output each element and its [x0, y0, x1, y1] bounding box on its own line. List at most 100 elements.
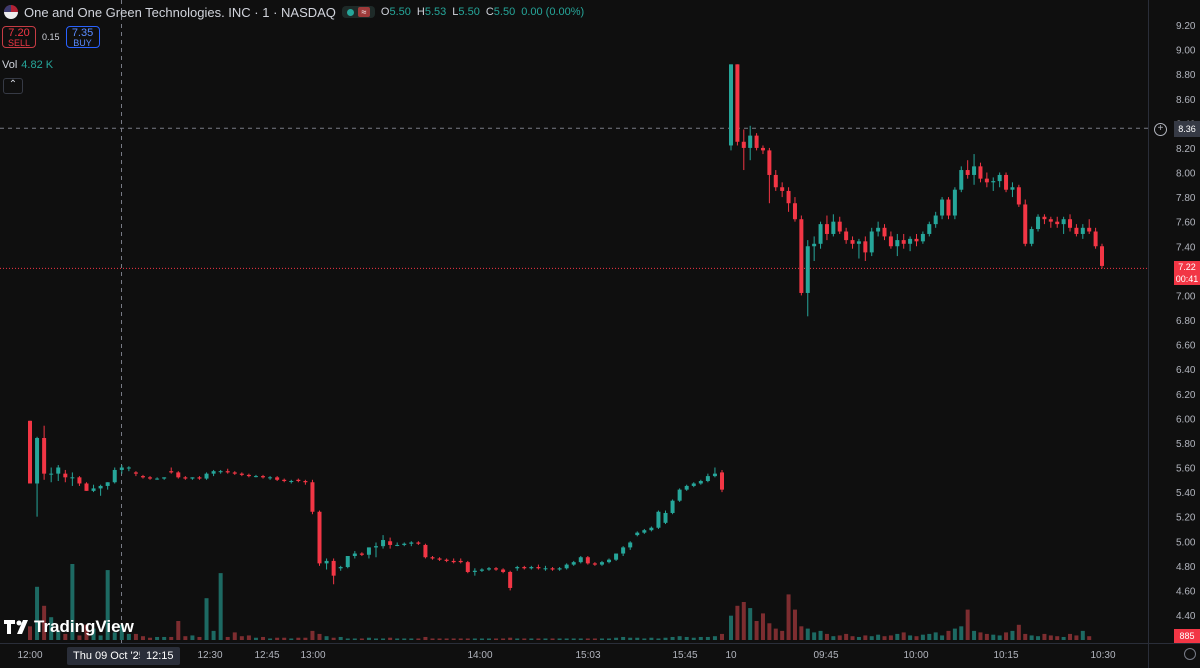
volume-bar: [927, 633, 932, 640]
volume-value: 4.82 K: [21, 59, 54, 71]
volume-bar: [684, 636, 689, 640]
candle-body: [501, 569, 506, 572]
volume-bar: [1061, 636, 1066, 640]
volume-bar: [84, 624, 89, 640]
volume-bar: [741, 602, 746, 640]
volume-bar: [148, 637, 153, 640]
candle-body: [649, 527, 654, 531]
volume-bar: [261, 636, 266, 640]
volume-bar: [824, 633, 829, 640]
volume-bar: [140, 636, 145, 640]
candle-body: [628, 542, 633, 548]
trade-panel: 7.20 SELL 0.15 7.35 BUY: [2, 26, 100, 48]
last-price-badge: 7.22 00:41: [1174, 261, 1200, 285]
candle-body: [876, 227, 881, 232]
candle-body: [169, 471, 174, 473]
volume-bar: [850, 636, 855, 640]
volume-bar: [720, 633, 724, 640]
ohlc-item: C5.50: [485, 6, 516, 18]
candle-body: [1016, 187, 1021, 205]
volume-bar: [656, 638, 661, 640]
y-tick-label: 8.80: [1176, 70, 1196, 81]
y-tick-label: 4.80: [1176, 562, 1196, 573]
candle-body: [211, 471, 216, 474]
candle-body: [741, 141, 746, 148]
candle-body: [564, 564, 569, 569]
candle-body: [529, 567, 534, 569]
volume-bar: [388, 637, 393, 640]
candle-body: [176, 472, 181, 478]
candle-body: [395, 544, 400, 546]
candle-body: [946, 199, 951, 216]
tradingview-mark-icon: [4, 620, 28, 634]
volume-bar: [28, 626, 32, 640]
volume-bar: [959, 626, 964, 640]
ohlc-item: L5.50: [452, 6, 480, 18]
y-tick-label: 5.60: [1176, 464, 1196, 475]
buy-button[interactable]: 7.35 BUY: [65, 26, 100, 48]
volume-bar: [162, 636, 167, 640]
sell-button[interactable]: 7.20 SELL: [2, 26, 36, 48]
candle-body: [882, 227, 887, 237]
y-tick-label: 9.20: [1176, 21, 1196, 32]
volume-bar: [479, 638, 484, 640]
volume-bar: [444, 638, 449, 640]
volume-bar: [856, 636, 861, 640]
volume-bar: [494, 638, 499, 640]
candle-body: [1048, 219, 1053, 222]
settings-gear-icon[interactable]: [1184, 648, 1196, 660]
candle-body: [77, 477, 82, 484]
volume-bar: [112, 632, 117, 640]
tradingview-logo[interactable]: TradingView: [4, 617, 134, 637]
candle-body: [818, 224, 823, 244]
collapse-legend-button[interactable]: ⌃: [3, 78, 23, 94]
x-tick-label: 10:00: [903, 650, 928, 661]
volume-bar: [663, 637, 668, 640]
candle-body: [423, 544, 428, 558]
y-tick-label: 6.60: [1176, 341, 1196, 352]
volume-bar: [515, 638, 520, 640]
candle-body: [239, 473, 244, 475]
volume-bar: [1068, 633, 1073, 640]
candle-body: [402, 543, 407, 545]
volume-bar: [729, 615, 733, 640]
volume-bar: [239, 636, 244, 640]
symbol-title[interactable]: One and One Green Technologies. INC · 1 …: [24, 4, 336, 20]
candle-body: [352, 553, 357, 556]
candle-body: [1087, 227, 1092, 232]
volume-bar: [246, 635, 251, 640]
ohlc-values: O5.50 H5.53 L5.50 C5.50 0.00 (0.00%): [381, 6, 584, 18]
chart-header: One and One Green Technologies. INC · 1 …: [0, 0, 584, 24]
candle-body: [735, 64, 740, 142]
volume-bar: [268, 638, 273, 640]
volume-bar: [345, 638, 350, 640]
candle-body: [536, 567, 541, 569]
candle-body: [991, 181, 996, 183]
candle-body: [1010, 187, 1015, 190]
market-status-badge[interactable]: ≈: [341, 6, 375, 18]
volume-bar: [792, 609, 797, 640]
candle-body: [684, 485, 689, 490]
volume-bar: [571, 638, 576, 640]
crosshair-date-label: Thu 09 Oct '25: [67, 647, 151, 665]
ohlc-item: O5.50: [380, 6, 411, 18]
volume-bar: [381, 638, 386, 640]
buy-price: 7.35: [71, 27, 94, 39]
candle-body: [133, 472, 138, 474]
y-tick-label: 7.40: [1176, 242, 1196, 253]
volume-bar: [888, 635, 893, 640]
candle-body: [232, 472, 237, 474]
volume-bar: [197, 636, 202, 640]
volume-bar: [105, 570, 110, 640]
volume-bar: [402, 638, 407, 640]
candle-body: [63, 473, 68, 478]
volume-bar: [965, 609, 970, 640]
volume-bar: [458, 638, 463, 640]
candle-body: [720, 472, 724, 490]
candle-body: [642, 530, 647, 533]
add-alert-icon[interactable]: +: [1154, 123, 1167, 136]
volume-bar: [70, 564, 75, 640]
candle-body: [282, 479, 287, 482]
volume-bar: [670, 636, 675, 640]
